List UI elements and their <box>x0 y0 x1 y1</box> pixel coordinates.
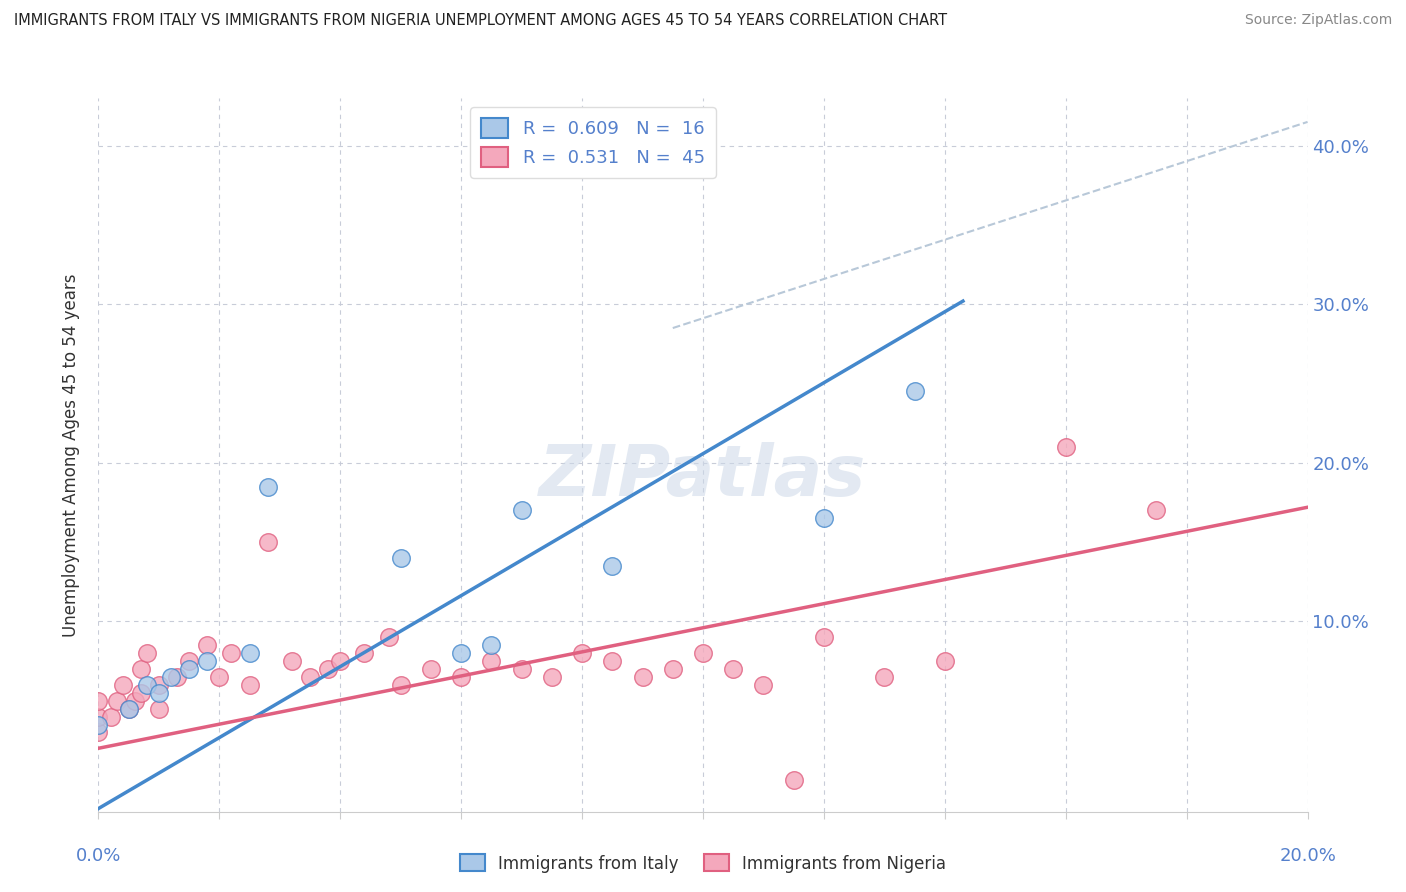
Point <box>239 678 262 692</box>
Point <box>540 670 562 684</box>
Point <box>118 701 141 715</box>
Point <box>692 646 714 660</box>
Point <box>299 670 322 684</box>
Point <box>481 638 503 652</box>
Legend: R =  0.609   N =  16, R =  0.531   N =  45: R = 0.609 N = 16, R = 0.531 N = 45 <box>470 107 716 178</box>
Point <box>510 662 533 676</box>
Point <box>377 630 399 644</box>
Point <box>221 646 243 660</box>
Point <box>602 654 624 668</box>
Point <box>100 709 122 723</box>
Point <box>87 717 110 731</box>
Text: Source: ZipAtlas.com: Source: ZipAtlas.com <box>1244 13 1392 28</box>
Text: 20.0%: 20.0% <box>1279 847 1336 864</box>
Point <box>148 701 170 715</box>
Point <box>510 503 533 517</box>
Point <box>813 630 835 644</box>
Point <box>904 384 927 399</box>
Point <box>87 725 110 739</box>
Point <box>135 646 157 660</box>
Point <box>813 511 835 525</box>
Point <box>389 551 412 566</box>
Point <box>179 662 201 676</box>
Point <box>631 670 654 684</box>
Point <box>118 701 141 715</box>
Point <box>571 646 593 660</box>
Point <box>135 678 157 692</box>
Text: ZIPatlas: ZIPatlas <box>540 442 866 511</box>
Text: IMMIGRANTS FROM ITALY VS IMMIGRANTS FROM NIGERIA UNEMPLOYMENT AMONG AGES 45 TO 5: IMMIGRANTS FROM ITALY VS IMMIGRANTS FROM… <box>14 13 948 29</box>
Point <box>111 678 134 692</box>
Point <box>166 670 188 684</box>
Point <box>389 678 412 692</box>
Point <box>105 694 128 708</box>
Point <box>420 662 443 676</box>
Point <box>353 646 375 660</box>
Point <box>1054 440 1077 454</box>
Point <box>662 662 685 676</box>
Point <box>752 678 775 692</box>
Point <box>239 646 262 660</box>
Y-axis label: Unemployment Among Ages 45 to 54 years: Unemployment Among Ages 45 to 54 years <box>62 273 80 637</box>
Point <box>256 480 278 494</box>
Point <box>160 670 183 684</box>
Point <box>195 638 218 652</box>
Point <box>129 662 152 676</box>
Point <box>148 686 170 700</box>
Point <box>316 662 339 676</box>
Point <box>256 535 278 549</box>
Point <box>281 654 304 668</box>
Point <box>195 654 218 668</box>
Point <box>934 654 956 668</box>
Point <box>179 654 201 668</box>
Point <box>873 670 896 684</box>
Point <box>208 670 231 684</box>
Point <box>87 694 110 708</box>
Point <box>481 654 503 668</box>
Point <box>124 694 146 708</box>
Point <box>783 772 806 787</box>
Point <box>1144 503 1167 517</box>
Point <box>723 662 745 676</box>
Text: 0.0%: 0.0% <box>76 847 121 864</box>
Point <box>129 686 152 700</box>
Point <box>450 670 472 684</box>
Legend: Immigrants from Italy, Immigrants from Nigeria: Immigrants from Italy, Immigrants from N… <box>453 847 953 880</box>
Point <box>329 654 352 668</box>
Point <box>450 646 472 660</box>
Point <box>602 558 624 573</box>
Point <box>87 709 110 723</box>
Point <box>148 678 170 692</box>
